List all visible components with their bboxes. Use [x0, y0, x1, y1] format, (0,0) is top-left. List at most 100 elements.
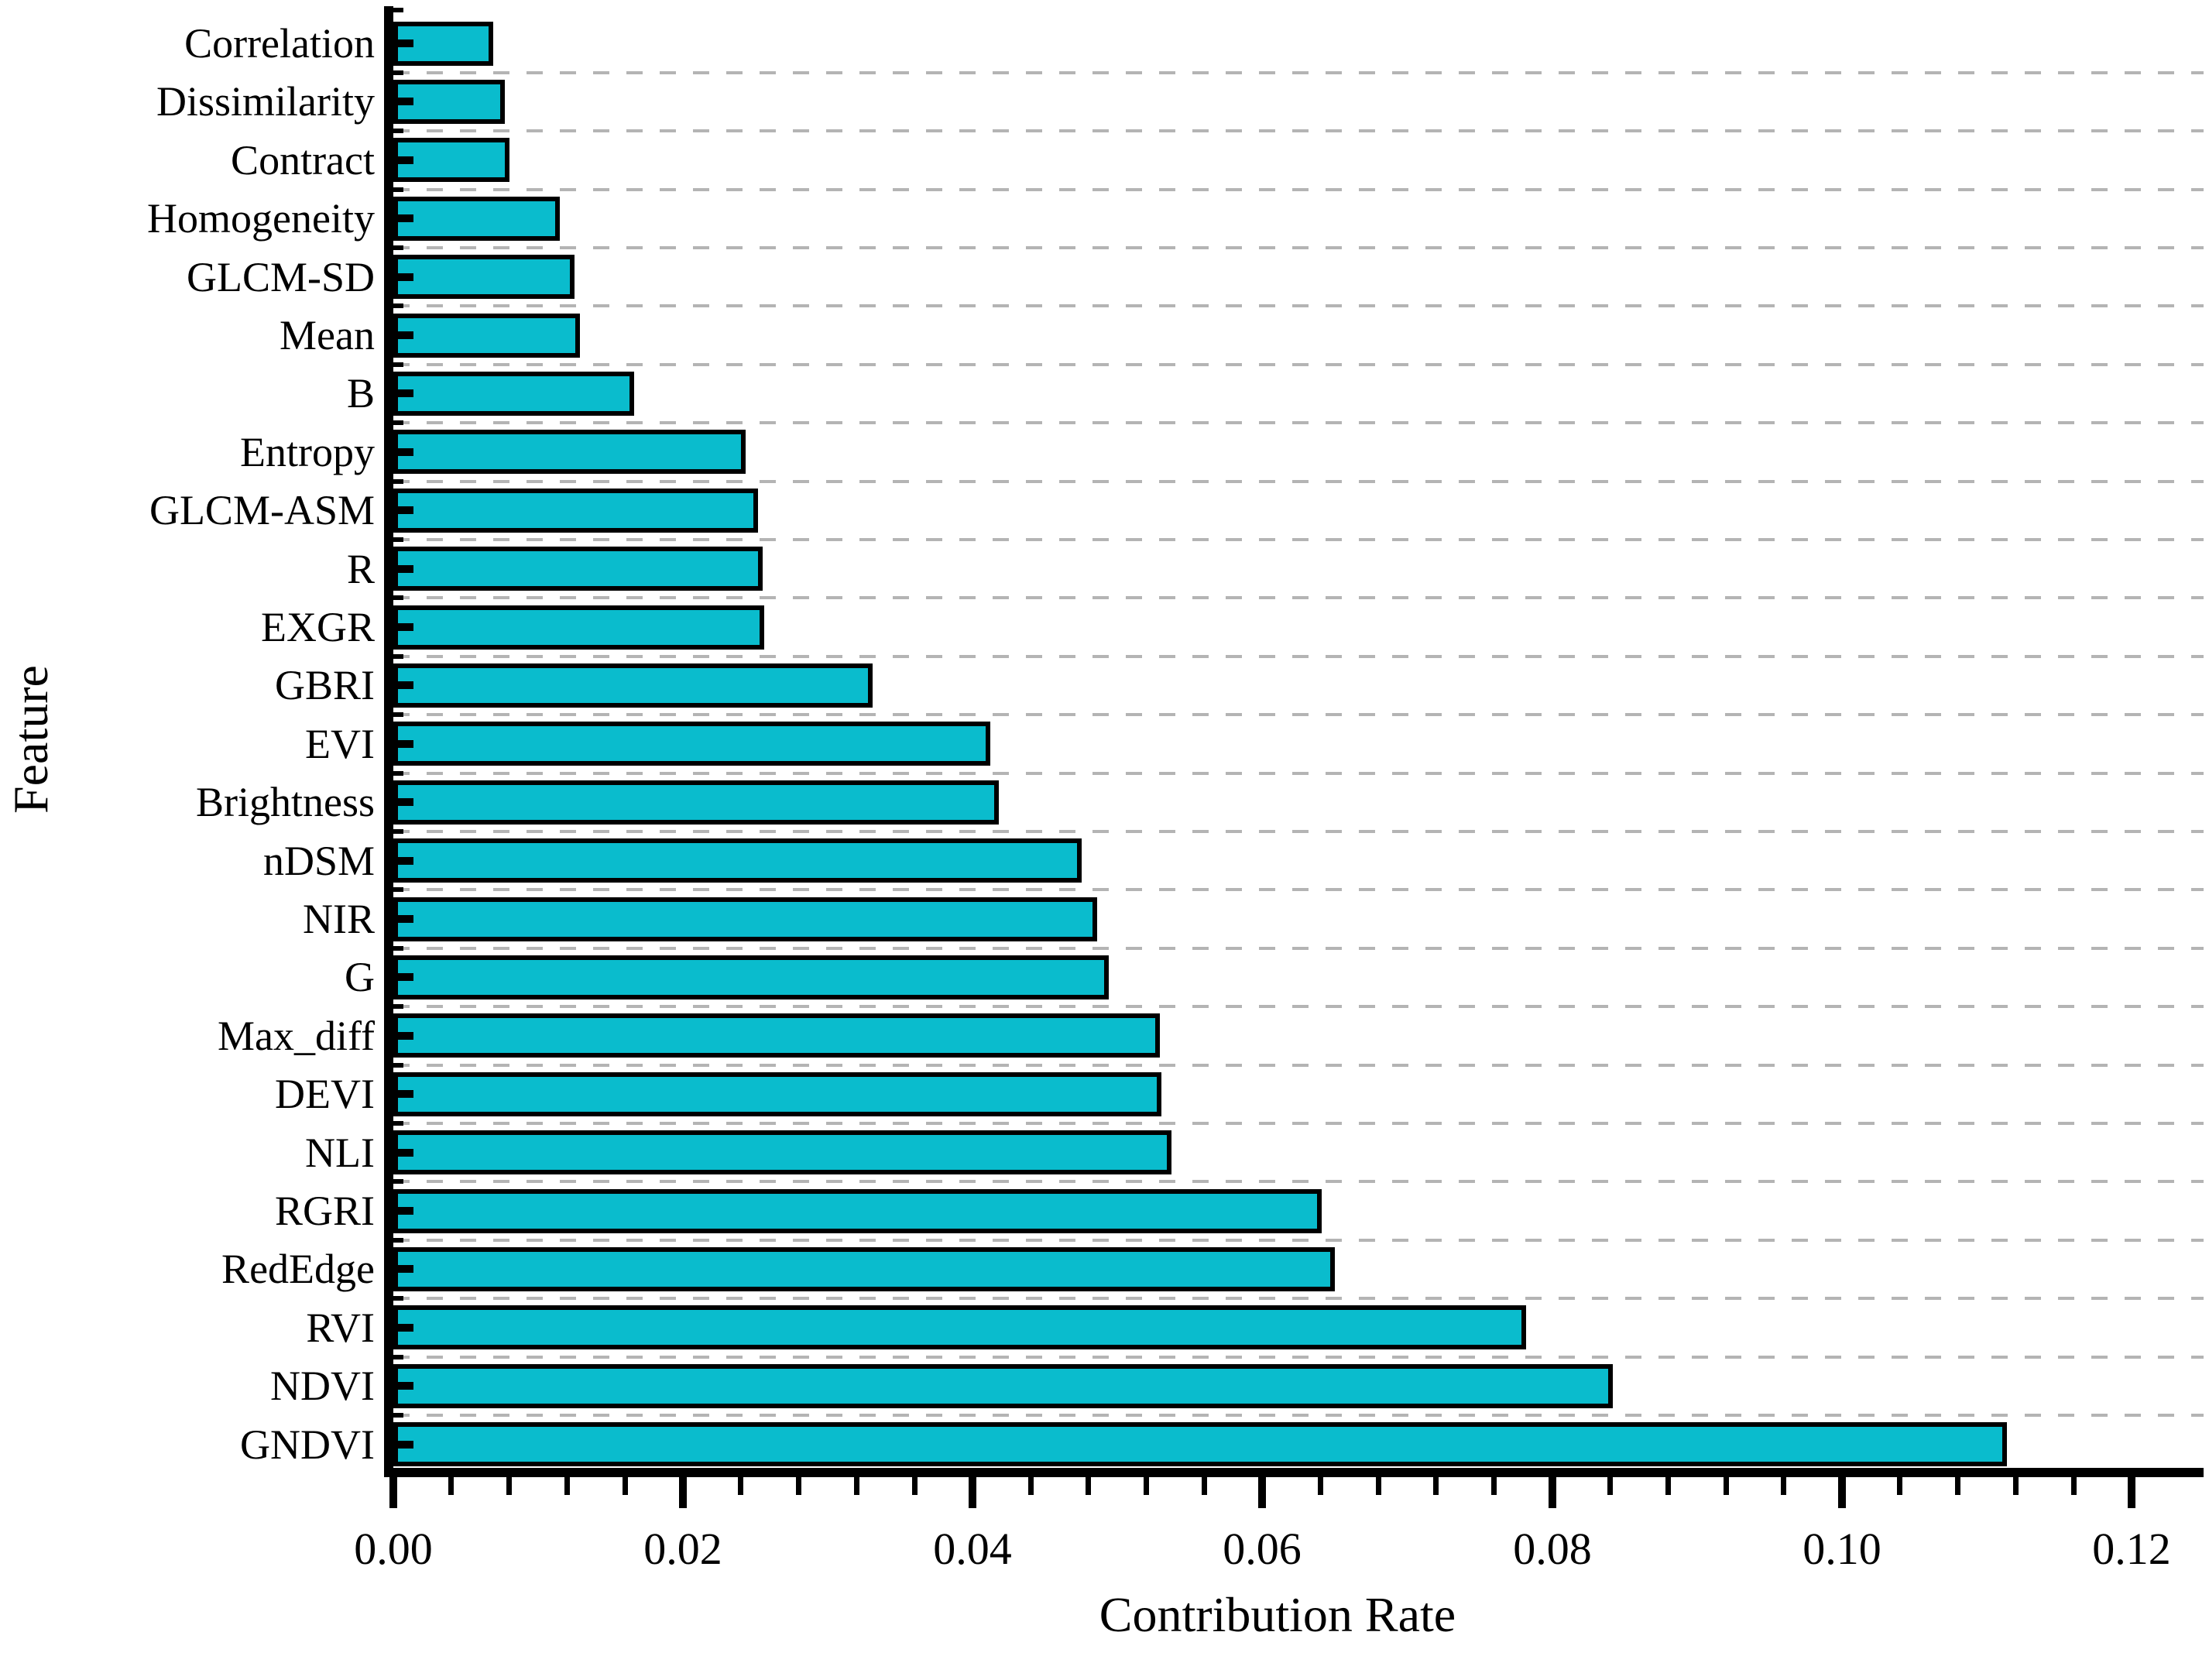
y-axis-major-tick: [393, 857, 413, 865]
x-axis-minor-tick: [1376, 1477, 1381, 1495]
x-axis-minor-tick: [2013, 1477, 2019, 1495]
y-axis-minor-tick: [393, 1354, 403, 1359]
gridline: [393, 1005, 2204, 1009]
category-label: B: [346, 370, 375, 417]
y-axis-major-tick: [393, 740, 413, 748]
y-axis-minor-tick: [393, 245, 403, 250]
x-tick-label: 0.06: [1223, 1524, 1302, 1574]
x-tick-label: 0.02: [643, 1524, 722, 1574]
x-axis-minor-tick: [1607, 1477, 1613, 1495]
category-label: Dissimilarity: [156, 78, 375, 125]
y-axis-minor-tick: [393, 945, 403, 951]
x-axis-title: Contribution Rate: [1099, 1587, 1456, 1642]
x-axis-minor-tick: [738, 1477, 743, 1495]
y-axis-minor-tick: [393, 70, 403, 75]
category-label: NIR: [303, 896, 375, 942]
y-axis-major-tick: [393, 1324, 413, 1332]
y-axis-major-tick: [393, 798, 413, 806]
gridline: [393, 70, 2204, 74]
x-axis-minor-tick: [1955, 1477, 1960, 1495]
x-axis-minor-tick: [1086, 1477, 1091, 1495]
bar-GLCM-ASM: [393, 489, 758, 533]
y-axis-major-tick: [393, 214, 413, 222]
x-axis-minor-tick: [1202, 1477, 1207, 1495]
gridline: [393, 1238, 2204, 1242]
y-axis-minor-tick: [393, 887, 403, 893]
x-axis-minor-tick: [564, 1477, 570, 1495]
x-tick-label: 0.08: [1513, 1524, 1592, 1574]
y-axis-minor-tick: [393, 537, 403, 542]
gridline: [393, 1413, 2204, 1417]
bar-NIR: [393, 897, 1097, 941]
y-axis-minor-tick: [393, 362, 403, 367]
y-axis-minor-tick: [393, 828, 403, 834]
category-label: DEVI: [275, 1071, 375, 1117]
y-axis-line: [384, 6, 393, 1477]
y-axis-minor-tick: [393, 770, 403, 776]
x-axis-minor-tick: [1781, 1477, 1786, 1495]
x-axis-major-tick: [1838, 1477, 1846, 1508]
bar-GNDVI: [393, 1422, 2007, 1466]
y-axis-major-tick: [393, 1265, 413, 1273]
y-axis-major-tick: [393, 1149, 413, 1157]
category-label: GLCM-SD: [186, 254, 375, 300]
category-label: G: [345, 954, 375, 1000]
bar-Max_diff: [393, 1013, 1160, 1058]
y-axis-minor-tick: [393, 1062, 403, 1068]
y-axis-major-tick: [393, 98, 413, 105]
x-axis-minor-tick: [2071, 1477, 2077, 1495]
bar-GBRI: [393, 663, 873, 708]
y-axis-major-tick: [393, 973, 413, 981]
category-label: nDSM: [262, 838, 375, 884]
category-label: Max_diff: [218, 1013, 375, 1059]
gridline: [393, 888, 2204, 892]
gridline: [393, 654, 2204, 658]
category-label: NLI: [305, 1130, 375, 1176]
category-label: EVI: [305, 721, 375, 767]
y-axis-minor-tick: [393, 303, 403, 309]
y-axis-minor-tick: [393, 595, 403, 601]
x-axis-minor-tick: [854, 1477, 859, 1495]
gridline: [393, 1180, 2204, 1184]
y-axis-major-tick: [393, 448, 413, 456]
y-axis-major-tick: [393, 39, 413, 47]
bar-EVI: [393, 722, 990, 766]
y-axis-minor-tick: [393, 8, 403, 12]
y-axis-major-tick: [393, 565, 413, 573]
y-axis-minor-tick: [393, 1120, 403, 1126]
category-label: Mean: [280, 312, 375, 358]
y-axis-major-tick: [393, 915, 413, 923]
category-label: Brightness: [195, 779, 375, 825]
x-axis-major-tick: [2128, 1477, 2135, 1508]
gridline: [393, 596, 2204, 600]
x-axis-minor-tick: [623, 1477, 628, 1495]
x-axis-major-tick: [1549, 1477, 1556, 1508]
category-label: Correlation: [184, 20, 375, 67]
bar-Mean: [393, 314, 580, 358]
y-axis-minor-tick: [393, 1179, 403, 1185]
y-axis-major-tick: [393, 1090, 413, 1098]
gridline: [393, 362, 2204, 366]
y-axis-major-tick: [393, 156, 413, 164]
gridline: [393, 713, 2204, 717]
bar-DEVI: [393, 1072, 1161, 1116]
x-axis-minor-tick: [1897, 1477, 1902, 1495]
x-axis-minor-tick: [796, 1477, 801, 1495]
y-axis-major-tick: [393, 681, 413, 689]
x-axis-minor-tick: [506, 1477, 512, 1495]
gridline: [393, 129, 2204, 133]
bar-Homogeneity: [393, 197, 560, 241]
y-axis-minor-tick: [393, 1237, 403, 1243]
bar-nDSM: [393, 838, 1082, 883]
bar-B: [393, 372, 634, 416]
bar-NLI: [393, 1130, 1171, 1174]
x-axis-minor-tick: [912, 1477, 918, 1495]
category-label: GBRI: [274, 662, 375, 708]
bar-Brightness: [393, 780, 999, 825]
x-axis-minor-tick: [1318, 1477, 1323, 1495]
category-label: Entropy: [240, 429, 375, 475]
x-axis-major-tick: [679, 1477, 687, 1508]
category-label: R: [346, 546, 375, 592]
category-label: EXGR: [261, 604, 375, 650]
gridline: [393, 1063, 2204, 1067]
